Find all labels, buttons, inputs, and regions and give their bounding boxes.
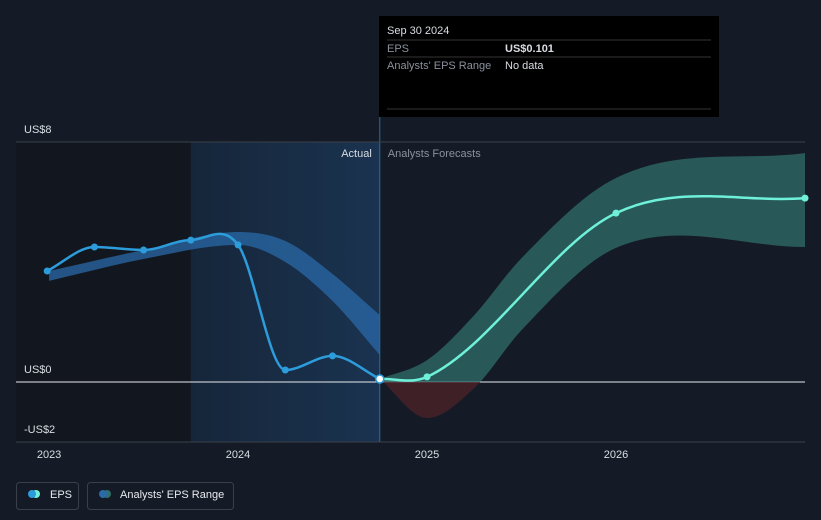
tooltip-label: EPS [387, 43, 409, 55]
legend-box[interactable] [16, 482, 79, 510]
legend-swatch[interactable] [99, 490, 107, 498]
past-region [16, 142, 191, 442]
x-tick-label: 2024 [226, 449, 250, 461]
y-tick-label: -US$2 [24, 424, 55, 436]
eps-point [801, 194, 809, 202]
legend-swatch[interactable] [28, 490, 36, 498]
tooltip-value: No data [505, 60, 544, 72]
y-tick-label: US$8 [24, 124, 52, 136]
eps-point [423, 373, 431, 381]
eps-line [379, 194, 806, 382]
eps-point [234, 241, 242, 249]
range-band [379, 153, 805, 382]
range-band [49, 232, 380, 355]
x-tick-label: 2025 [415, 449, 439, 461]
tooltip-label: Analysts' EPS Range [387, 60, 491, 72]
tooltip-date: Sep 30 2024 [387, 25, 449, 37]
tooltip-box [379, 16, 719, 117]
x-tick-label: 2023 [37, 449, 61, 461]
legend-label[interactable]: Analysts' EPS Range [120, 489, 224, 501]
eps-line [46, 232, 381, 381]
eps-point [140, 246, 148, 254]
actual-label: Actual [341, 148, 372, 160]
x-tick-label: 2026 [604, 449, 628, 461]
legend-eps[interactable]: EPS [16, 482, 79, 510]
legend-range[interactable]: Analysts' EPS Range [87, 482, 234, 510]
legend-label[interactable]: EPS [50, 489, 72, 501]
eps-point [375, 374, 385, 384]
legend-box[interactable] [87, 482, 234, 510]
eps-point [612, 209, 620, 217]
tooltip-value: US$0.101 [505, 43, 554, 55]
range-band-negative [383, 382, 481, 418]
eps-point [281, 366, 289, 374]
eps-point [90, 243, 98, 251]
forecast-label: Analysts Forecasts [388, 148, 481, 160]
eps-point [329, 352, 337, 360]
eps-point [43, 267, 51, 275]
y-tick-label: US$0 [24, 364, 52, 376]
eps-point [187, 236, 195, 244]
